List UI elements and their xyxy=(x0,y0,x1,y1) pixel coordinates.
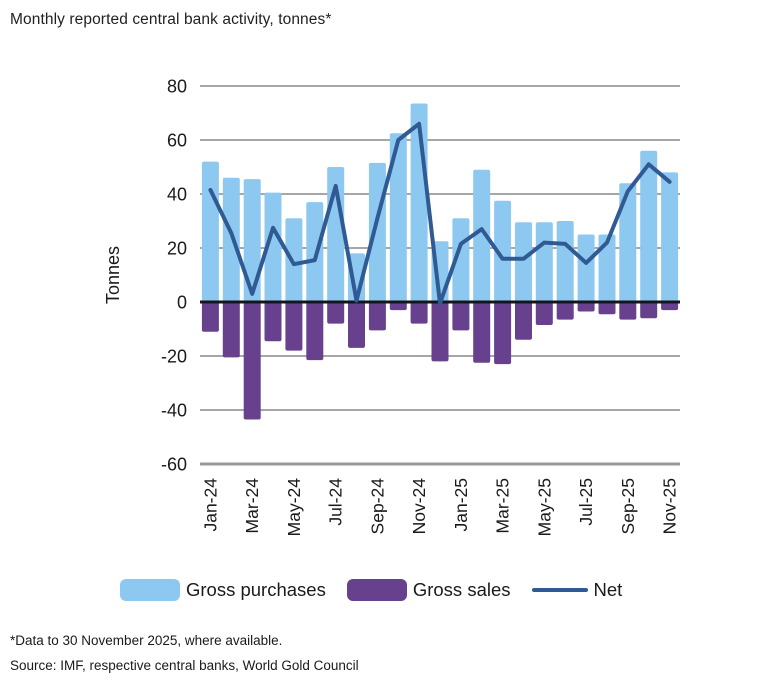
x-tick-Jul-24: Jul-24 xyxy=(326,478,346,526)
gross-sales-swatch-icon xyxy=(346,579,407,601)
gross-purchases-swatch-icon xyxy=(120,579,180,601)
x-tick-Sep-24: Sep-24 xyxy=(367,478,387,535)
gross-purchases-bars xyxy=(201,103,679,303)
x-tick-May-25: May-25 xyxy=(534,478,554,536)
footnote-data-note: *Data to 30 November 2025, where availab… xyxy=(10,633,283,648)
bar-gross-sales-Jan-24 xyxy=(201,302,219,332)
legend-label-net: Net xyxy=(593,579,623,600)
bar-gross-purchases-Feb-24 xyxy=(222,177,240,302)
x-tick-Sep-25: Sep-25 xyxy=(618,478,638,534)
bar-gross-purchases-Sep-25 xyxy=(619,183,637,302)
y-axis-label: Tonnes xyxy=(103,246,123,304)
x-tick-Mar-25: Mar-25 xyxy=(493,478,513,533)
bar-gross-sales-Feb-24 xyxy=(222,302,240,358)
bar-gross-sales-Jun-24 xyxy=(306,302,324,361)
bar-gross-purchases-Mar-24 xyxy=(243,179,261,302)
bar-gross-sales-May-25 xyxy=(535,302,553,325)
bar-gross-sales-Jun-25 xyxy=(556,302,574,320)
bar-gross-purchases-Apr-24 xyxy=(264,192,282,302)
bar-gross-purchases-Oct-24 xyxy=(389,133,407,303)
y-tick-80: 80 xyxy=(167,76,187,96)
x-tick-Nov-24: Nov-24 xyxy=(409,478,429,535)
bar-gross-purchases-Mar-25 xyxy=(494,200,512,303)
central-bank-activity-chart: 80 60 40 20 0 -20 -40 -60 Tonnes Jan-24 Mar-24 May-… xyxy=(103,76,680,537)
x-tick-Jan-24: Jan-24 xyxy=(200,478,220,532)
x-tick-Mar-24: Mar-24 xyxy=(242,478,262,534)
bar-gross-sales-Aug-25 xyxy=(598,302,616,315)
x-axis-tick-labels: Jan-24 Mar-24 May-24 Jul-24 Sep-24 Nov-24 Jan-… xyxy=(200,478,679,537)
bar-gross-purchases-Jun-24 xyxy=(306,202,324,302)
bar-gross-sales-Jul-24 xyxy=(327,302,345,324)
y-tick--40: -40 xyxy=(161,400,187,420)
bar-gross-sales-Sep-24 xyxy=(368,302,386,331)
legend: Gross purchases Gross sales Net xyxy=(120,579,622,601)
x-tick-Jan-25: Jan-25 xyxy=(451,478,471,532)
bar-gross-sales-Aug-24 xyxy=(348,302,365,348)
bar-gross-sales-Oct-25 xyxy=(640,302,658,319)
bar-gross-sales-Nov-25 xyxy=(661,302,679,311)
bar-gross-sales-Mar-24 xyxy=(243,302,261,420)
chart-title: Monthly reported central bank activity, … xyxy=(10,11,332,28)
bar-gross-sales-Dec-24 xyxy=(431,302,449,362)
bar-gross-sales-Feb-25 xyxy=(473,302,491,363)
bar-gross-sales-May-24 xyxy=(285,302,303,351)
bar-gross-purchases-Nov-25 xyxy=(661,172,679,302)
bar-gross-sales-Oct-24 xyxy=(389,302,407,311)
net-line xyxy=(208,121,672,306)
gross-sales-bars xyxy=(201,302,679,420)
y-tick-40: 40 xyxy=(167,184,187,204)
bar-gross-sales-Apr-24 xyxy=(264,302,282,342)
y-tick-60: 60 xyxy=(167,130,187,150)
bar-gross-purchases-Aug-25 xyxy=(598,234,616,302)
y-tick--20: -20 xyxy=(161,346,187,366)
legend-label-gross-sales: Gross sales xyxy=(412,579,511,600)
legend-item-gross-sales: Gross sales xyxy=(346,579,511,601)
legend-item-gross-purchases: Gross purchases xyxy=(120,579,326,601)
y-axis-tick-labels: 80 60 40 20 0 -20 -40 -60 xyxy=(161,76,187,474)
net-line-swatch-icon xyxy=(531,588,588,592)
bar-gross-purchases-Apr-25 xyxy=(515,222,532,302)
footnote-source: Source: IMF, respective central banks, W… xyxy=(10,658,359,673)
bar-gross-purchases-May-25 xyxy=(535,222,553,302)
x-tick-May-24: May-24 xyxy=(284,478,304,537)
y-tick--60: -60 xyxy=(161,454,187,474)
bar-gross-sales-Nov-24 xyxy=(410,302,428,324)
legend-label-gross-purchases: Gross purchases xyxy=(186,579,326,600)
bar-gross-sales-Mar-25 xyxy=(494,302,512,365)
footnotes: *Data to 30 November 2025, where availab… xyxy=(10,628,359,678)
bar-gross-sales-Apr-25 xyxy=(515,302,532,340)
bar-gross-sales-Jan-25 xyxy=(452,302,470,331)
bar-gross-purchases-May-24 xyxy=(285,218,303,302)
bar-gross-purchases-Oct-25 xyxy=(640,150,658,302)
x-tick-Nov-25: Nov-25 xyxy=(660,478,680,534)
y-tick-20: 20 xyxy=(167,238,187,258)
bar-gross-purchases-Jan-24 xyxy=(201,161,219,302)
bar-gross-purchases-Sep-24 xyxy=(368,162,386,302)
bar-gross-purchases-Jul-25 xyxy=(577,234,595,302)
legend-item-net: Net xyxy=(531,579,623,601)
bar-gross-purchases-Jun-25 xyxy=(556,221,574,302)
x-tick-Jul-25: Jul-25 xyxy=(576,478,596,526)
bar-gross-purchases-Feb-25 xyxy=(473,169,491,302)
y-tick-0: 0 xyxy=(177,292,187,312)
bar-gross-sales-Sep-25 xyxy=(619,302,637,320)
bar-gross-sales-Jul-25 xyxy=(577,302,595,312)
